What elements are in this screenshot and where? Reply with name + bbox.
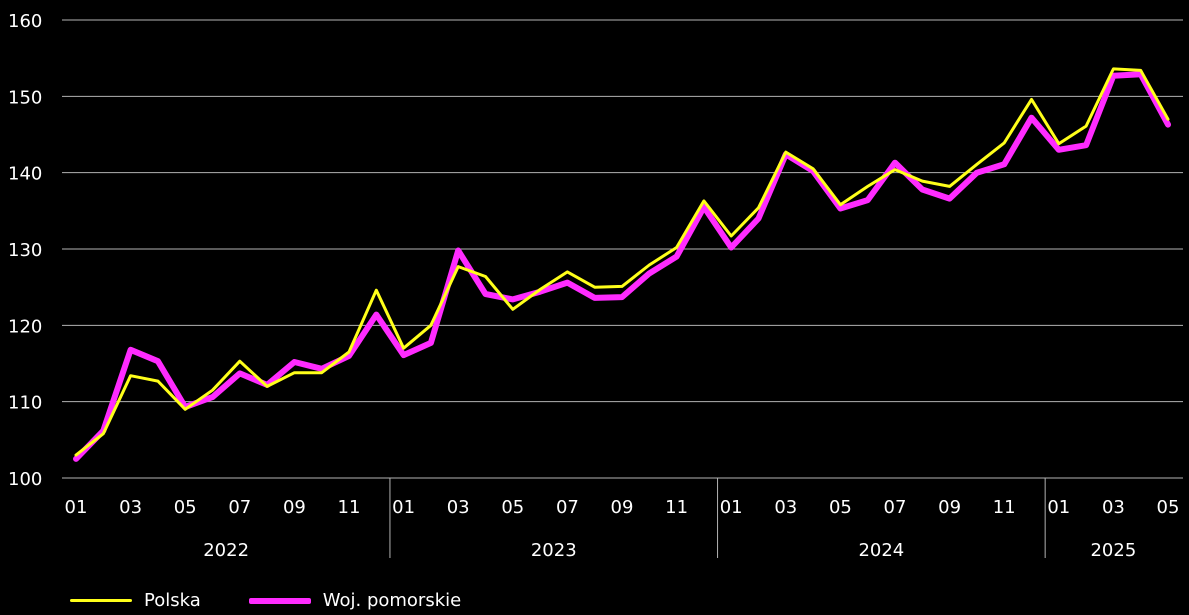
x-tick-label: 01 bbox=[720, 497, 743, 518]
y-tick-label: 130 bbox=[8, 240, 42, 261]
legend-item-polska: Polska bbox=[70, 590, 201, 611]
year-label-2024: 2024 bbox=[858, 540, 904, 561]
x-tick-label: 05 bbox=[829, 497, 852, 518]
x-tick-label: 03 bbox=[447, 497, 470, 518]
legend: Polska Woj. pomorskie bbox=[70, 590, 509, 611]
y-tick-label: 100 bbox=[8, 469, 42, 490]
legend-swatch-pomorskie bbox=[248, 597, 311, 604]
x-tick-label: 11 bbox=[665, 497, 688, 518]
year-label-2023: 2023 bbox=[531, 540, 577, 561]
y-tick-label: 140 bbox=[8, 164, 42, 185]
year-label-2025: 2025 bbox=[1090, 540, 1136, 561]
x-tick-label: 07 bbox=[556, 497, 579, 518]
x-tick-label: 01 bbox=[1047, 497, 1070, 518]
legend-label-polska: Polska bbox=[144, 590, 201, 611]
year-label-2022: 2022 bbox=[203, 540, 249, 561]
y-tick-label: 110 bbox=[8, 393, 42, 414]
y-tick-label: 120 bbox=[8, 316, 42, 337]
x-tick-label: 11 bbox=[338, 497, 361, 518]
x-tick-label: 05 bbox=[174, 497, 197, 518]
x-tick-label: 01 bbox=[392, 497, 415, 518]
x-tick-label: 09 bbox=[283, 497, 306, 518]
x-tick-label: 05 bbox=[1157, 497, 1180, 518]
x-tick-label: 03 bbox=[119, 497, 142, 518]
series-line-pomorskie bbox=[73, 71, 1171, 462]
line-chart: 100 110 120 130 140 150 160 01 03 05 07 09 11 01 03 05 0… bbox=[8, 11, 1183, 561]
legend-label-pomorskie: Woj. pomorskie bbox=[322, 590, 462, 611]
y-tick-label: 160 bbox=[8, 11, 42, 32]
legend-swatch-polska bbox=[70, 599, 132, 602]
x-tick-label: 07 bbox=[228, 497, 251, 518]
x-tick-label: 11 bbox=[993, 497, 1016, 518]
x-tick-label: 05 bbox=[501, 497, 524, 518]
series-line-polska bbox=[74, 67, 1170, 457]
x-tick-label: 03 bbox=[1102, 497, 1125, 518]
x-tick-label: 01 bbox=[65, 497, 88, 518]
x-tick-label: 03 bbox=[774, 497, 797, 518]
legend-item-pomorskie: Woj. pomorskie bbox=[248, 590, 462, 611]
x-tick-label: 07 bbox=[884, 497, 907, 518]
y-tick-label: 150 bbox=[8, 87, 42, 108]
x-tick-label: 09 bbox=[938, 497, 961, 518]
x-tick-label: 09 bbox=[611, 497, 634, 518]
